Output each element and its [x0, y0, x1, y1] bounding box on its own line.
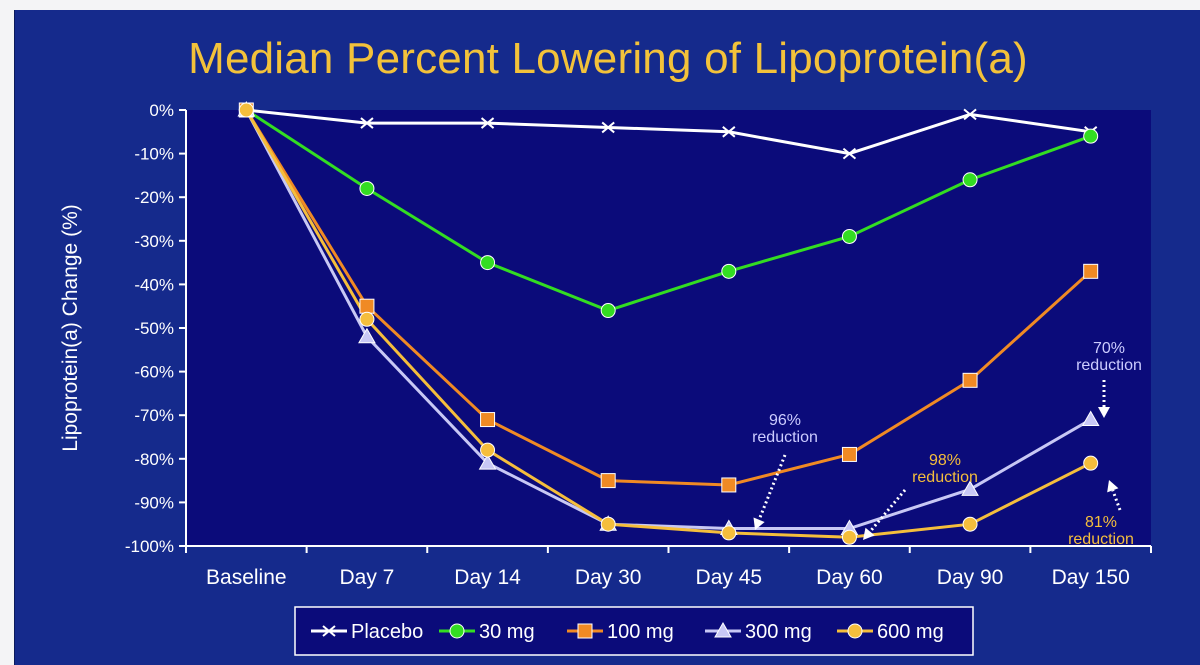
legend-label: 100 mg — [607, 621, 674, 643]
legend-item-300-mg: 300 mg — [705, 621, 812, 643]
y-tick-label: -80% — [134, 450, 174, 469]
legend-item-placebo: Placebo — [311, 621, 423, 643]
x-tick-label-day-7: Day 7 — [340, 566, 395, 589]
legend-marker — [847, 623, 863, 639]
legend-label: 600 mg — [877, 621, 944, 643]
data-point-100-mg-day-150 — [1083, 263, 1099, 279]
data-point-600-mg-day-90 — [962, 516, 978, 532]
annotation-text: 70% — [1093, 340, 1125, 357]
annotation-text: reduction — [912, 469, 978, 486]
annotation-text: 98% — [929, 452, 961, 469]
data-point-placebo-day-7 — [360, 117, 374, 129]
legend-label: Placebo — [351, 621, 423, 643]
annotation-arrow-head — [863, 527, 875, 540]
y-tick-label: -30% — [134, 232, 174, 251]
data-point-100-mg-day-7 — [359, 298, 375, 314]
chart-title: Median Percent Lowering of Lipoprotein(a… — [188, 34, 1028, 83]
data-point-300-mg-day-90 — [961, 480, 979, 496]
x-tick-label-day-90: Day 90 — [937, 566, 1004, 589]
data-point-placebo-day-90 — [963, 108, 977, 121]
y-tick-label: -90% — [134, 493, 174, 512]
annotation-text: reduction — [1076, 357, 1142, 374]
annotation-arrow-head — [753, 517, 765, 530]
annotation-arrow-shaft — [1111, 489, 1122, 511]
legend-marker — [449, 623, 465, 639]
x-tick-label-day-45: Day 45 — [696, 566, 763, 589]
data-point-600-mg-day-7 — [359, 311, 375, 327]
y-tick-label: -100% — [125, 537, 174, 556]
x-tick-label-day-150: Day 150 — [1052, 566, 1130, 589]
annotation-1: 96%reduction — [752, 412, 818, 530]
series-line-30-mg — [245, 108, 1092, 313]
data-point-600-mg-day-60 — [841, 529, 857, 545]
data-point-100-mg-day-30 — [600, 473, 616, 489]
series-line-300-mg — [244, 109, 1092, 531]
x-tick-label-day-14: Day 14 — [454, 566, 521, 589]
legend-marker — [322, 625, 336, 637]
legend-item-30-mg: 30 mg — [439, 621, 535, 643]
data-point-100-mg-day-60 — [841, 446, 857, 462]
series-line-placebo — [246, 108, 1091, 156]
y-tick-label: -70% — [134, 406, 174, 425]
x-tick-label-baseline: Baseline — [206, 566, 287, 589]
x-tick-label-day-30: Day 30 — [575, 566, 642, 589]
series-line-600-mg — [245, 109, 1092, 539]
data-point-placebo-day-60 — [842, 147, 857, 160]
data-point-placebo-day-45 — [722, 126, 736, 138]
data-point-300-mg-day-14 — [478, 454, 497, 470]
data-point-600-mg-day-45 — [721, 525, 737, 541]
data-point-30-mg-day-150 — [1083, 128, 1099, 144]
y-tick-label: 0% — [149, 101, 174, 120]
annotation-3: 70%reduction — [1076, 340, 1142, 418]
legend-item-100-mg: 100 mg — [567, 621, 674, 643]
data-point-30-mg-day-90 — [962, 172, 978, 188]
data-point-600-mg-baseline — [238, 102, 254, 118]
data-point-placebo-day-30 — [601, 121, 615, 134]
annotation-text: reduction — [752, 429, 818, 446]
annotation-4: 81%reduction — [1068, 480, 1134, 548]
data-point-600-mg-day-30 — [600, 516, 616, 532]
data-point-30-mg-day-30 — [600, 303, 616, 319]
y-tick-label: -10% — [134, 145, 174, 164]
legend-marker — [714, 621, 732, 638]
data-point-30-mg-day-45 — [721, 263, 737, 279]
slide-background: Median Percent Lowering of Lipoprotein(a… — [14, 10, 1200, 665]
data-point-300-mg-day-7 — [358, 327, 376, 344]
data-point-600-mg-day-150 — [1083, 455, 1099, 471]
plot-area — [186, 110, 1151, 546]
data-point-600-mg-day-14 — [480, 442, 496, 458]
annotation-arrow-shaft — [868, 489, 907, 533]
legend-label: 300 mg — [745, 621, 812, 643]
data-point-100-mg-day-45 — [721, 477, 737, 493]
data-point-placebo-day-14 — [480, 117, 495, 129]
data-point-300-mg-day-150 — [1081, 410, 1100, 427]
annotation-arrow-head — [1107, 480, 1119, 493]
annotation-text: 96% — [769, 412, 801, 429]
y-tick-label: -20% — [134, 188, 174, 207]
series-line-100-mg — [245, 109, 1092, 487]
data-point-30-mg-day-7 — [359, 180, 375, 196]
y-tick-label: -50% — [134, 319, 174, 338]
annotation-text: 81% — [1085, 514, 1117, 531]
annotation-text: reduction — [1068, 531, 1134, 548]
legend-marker — [577, 623, 593, 639]
data-point-30-mg-day-60 — [841, 228, 857, 244]
y-tick-label: -60% — [134, 363, 174, 382]
data-point-100-mg-day-90 — [962, 372, 978, 388]
x-tick-label-day-60: Day 60 — [816, 566, 883, 589]
annotation-arrow-head — [1098, 407, 1110, 418]
annotation-arrow-shaft — [757, 454, 787, 521]
y-axis-label: Lipoprotein(a) Change (%) — [59, 204, 82, 451]
y-tick-label: -40% — [134, 275, 174, 294]
legend-label: 30 mg — [479, 621, 535, 643]
data-point-100-mg-day-14 — [480, 412, 496, 428]
data-point-30-mg-day-14 — [480, 255, 496, 271]
line-chart: 0% -10% -20% -30% -40% -50% -60% -70% -80% -90% -1… — [59, 100, 1152, 656]
annotation-2: 98%reduction — [863, 452, 978, 540]
legend-item-600-mg: 600 mg — [837, 621, 944, 643]
